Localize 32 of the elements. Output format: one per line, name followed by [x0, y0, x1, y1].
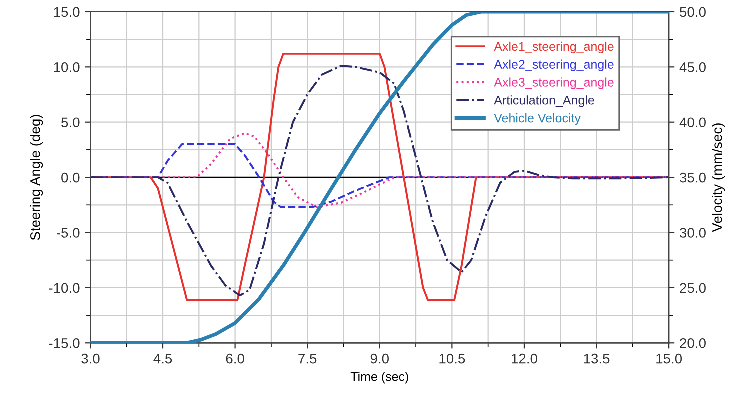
y-tick-label: 10.0 — [54, 62, 80, 72]
y-tick-label: -5.0 — [56, 228, 80, 238]
y2-tick-label: 30.0 — [680, 228, 706, 238]
x-tick-label: 15.0 — [656, 354, 682, 364]
x-tick-label: 9.0 — [370, 354, 389, 364]
y-tick-label: -10.0 — [49, 283, 80, 294]
legend-label: Axle1_steering_angle — [494, 42, 614, 54]
y-axis-title: Steering Angle (deg) — [30, 115, 44, 240]
x-tick-label: 4.5 — [154, 354, 172, 364]
x-tick-label: 3.0 — [82, 354, 100, 364]
y-tick-label: 5.0 — [62, 118, 80, 128]
y2-tick-label: 40.0 — [680, 118, 706, 128]
x-tick-label: 13.5 — [584, 354, 610, 364]
y2-tick-label: 25.0 — [680, 283, 706, 294]
legend-label: Articulation_Angle — [494, 96, 594, 108]
x-tick-label: 7.5 — [298, 354, 317, 364]
y-tick-label: -15.0 — [49, 338, 80, 348]
x-tick-label: 12.0 — [512, 354, 538, 364]
x-tick-label: 6.0 — [226, 354, 244, 364]
x-tick-label: 10.5 — [440, 354, 466, 364]
x-axis-title: Time (sec) — [350, 372, 408, 384]
y2-tick-label: 50.0 — [680, 7, 706, 18]
legend-label: Vehicle Velocity — [494, 114, 581, 126]
y2-tick-label: 45.0 — [680, 62, 706, 72]
y2-tick-label: 35.0 — [680, 172, 706, 183]
legend-label: Axle2_steering_angle — [494, 60, 614, 72]
y-tick-label: 0.0 — [62, 172, 80, 183]
line-series — [90, 12, 670, 344]
y-tick-label: 15.0 — [54, 7, 80, 18]
legend-label: Axle3_steering_angle — [494, 78, 614, 90]
y2-tick-label: 20.0 — [680, 338, 706, 348]
y2-axis-title: Velocity (mm/sec) — [712, 124, 726, 232]
